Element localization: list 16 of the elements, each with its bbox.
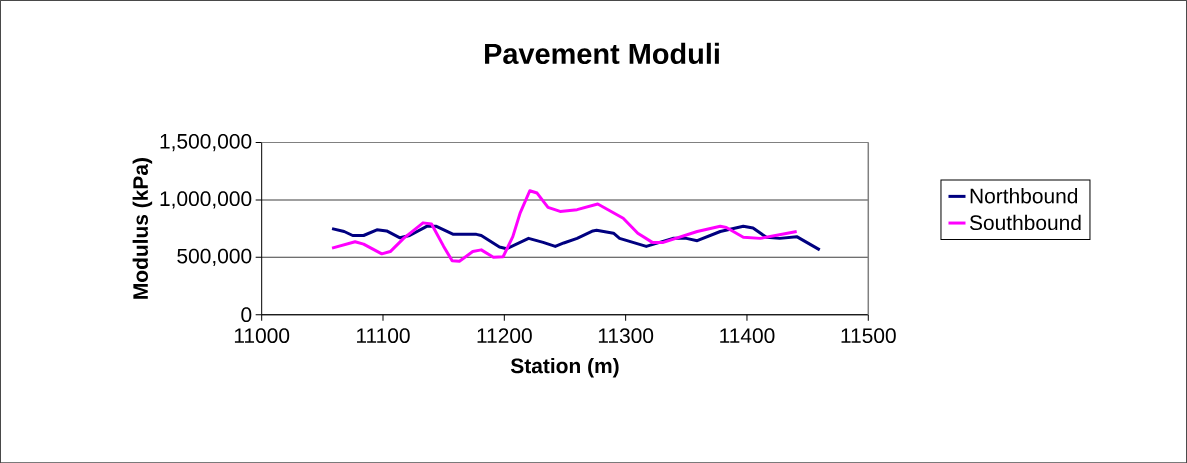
- chart-title: Pavement Moduli: [485, 42, 719, 64]
- x-tick-label: 11500: [841, 328, 896, 343]
- y-tick-label: 500,000: [177, 248, 252, 266]
- x-tick-label: 11300: [598, 328, 654, 343]
- y-tick-label: 0: [241, 307, 252, 322]
- x-tick-label: 11000: [234, 328, 290, 343]
- line-series: [330, 189, 799, 263]
- legend-label: Southbound: [969, 214, 1081, 230]
- y-axis-title: Modulus (kPa): [132, 157, 153, 299]
- legend-label: Northbound: [970, 187, 1078, 204]
- y-tick-label: 1,000,000: [160, 191, 252, 209]
- x-tick-label: 11400: [720, 328, 775, 343]
- x-tick-label: 11100: [357, 328, 410, 343]
- x-tick-label: 11200: [477, 328, 532, 343]
- x-axis-title: Station (m): [510, 357, 619, 378]
- y-tick-label: 1,500,000: [160, 133, 252, 152]
